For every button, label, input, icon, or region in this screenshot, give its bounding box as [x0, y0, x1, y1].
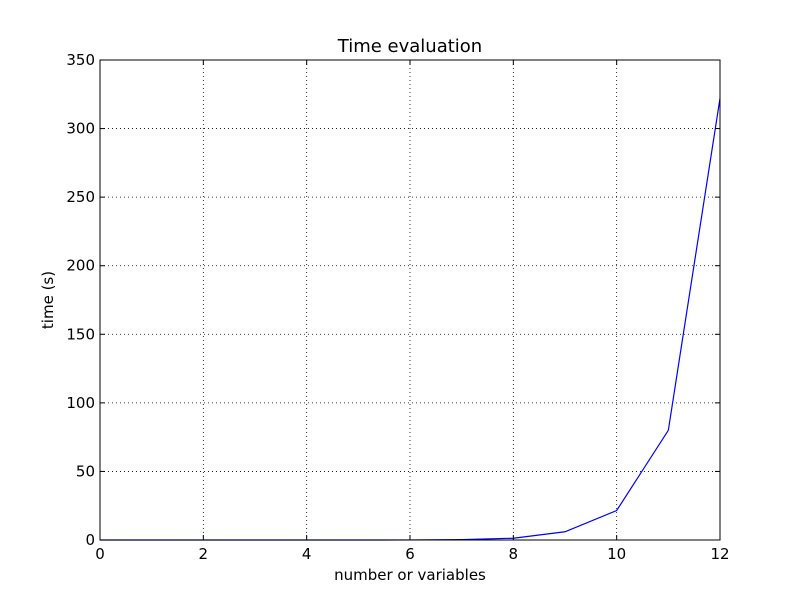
- x-tick-label: 0: [95, 545, 105, 563]
- x-tick-label: 4: [302, 545, 312, 563]
- ticks: [99, 59, 721, 541]
- tick-labels: 0 2 4 6 8 10 12 0 50 100 150 200 250 300 350: [66, 51, 729, 563]
- x-axis-label: number or variables: [334, 566, 486, 584]
- y-tick-label: 0: [85, 531, 95, 549]
- y-tick-label: 50: [76, 462, 95, 480]
- grid: [100, 60, 720, 540]
- x-tick-label: 12: [710, 545, 729, 563]
- chart-title: Time evaluation: [337, 36, 482, 57]
- y-tick-label: 150: [66, 325, 95, 343]
- y-tick-label: 100: [66, 394, 95, 412]
- y-tick-label: 250: [66, 188, 95, 206]
- x-tick-label: 2: [199, 545, 209, 563]
- y-axis-label: time (s): [39, 271, 57, 329]
- y-tick-label: 300: [66, 120, 95, 138]
- x-tick-label: 6: [405, 545, 415, 563]
- y-tick-label: 350: [66, 51, 95, 69]
- y-tick-label: 200: [66, 257, 95, 275]
- x-tick-label: 8: [509, 545, 519, 563]
- x-tick-label: 10: [607, 545, 626, 563]
